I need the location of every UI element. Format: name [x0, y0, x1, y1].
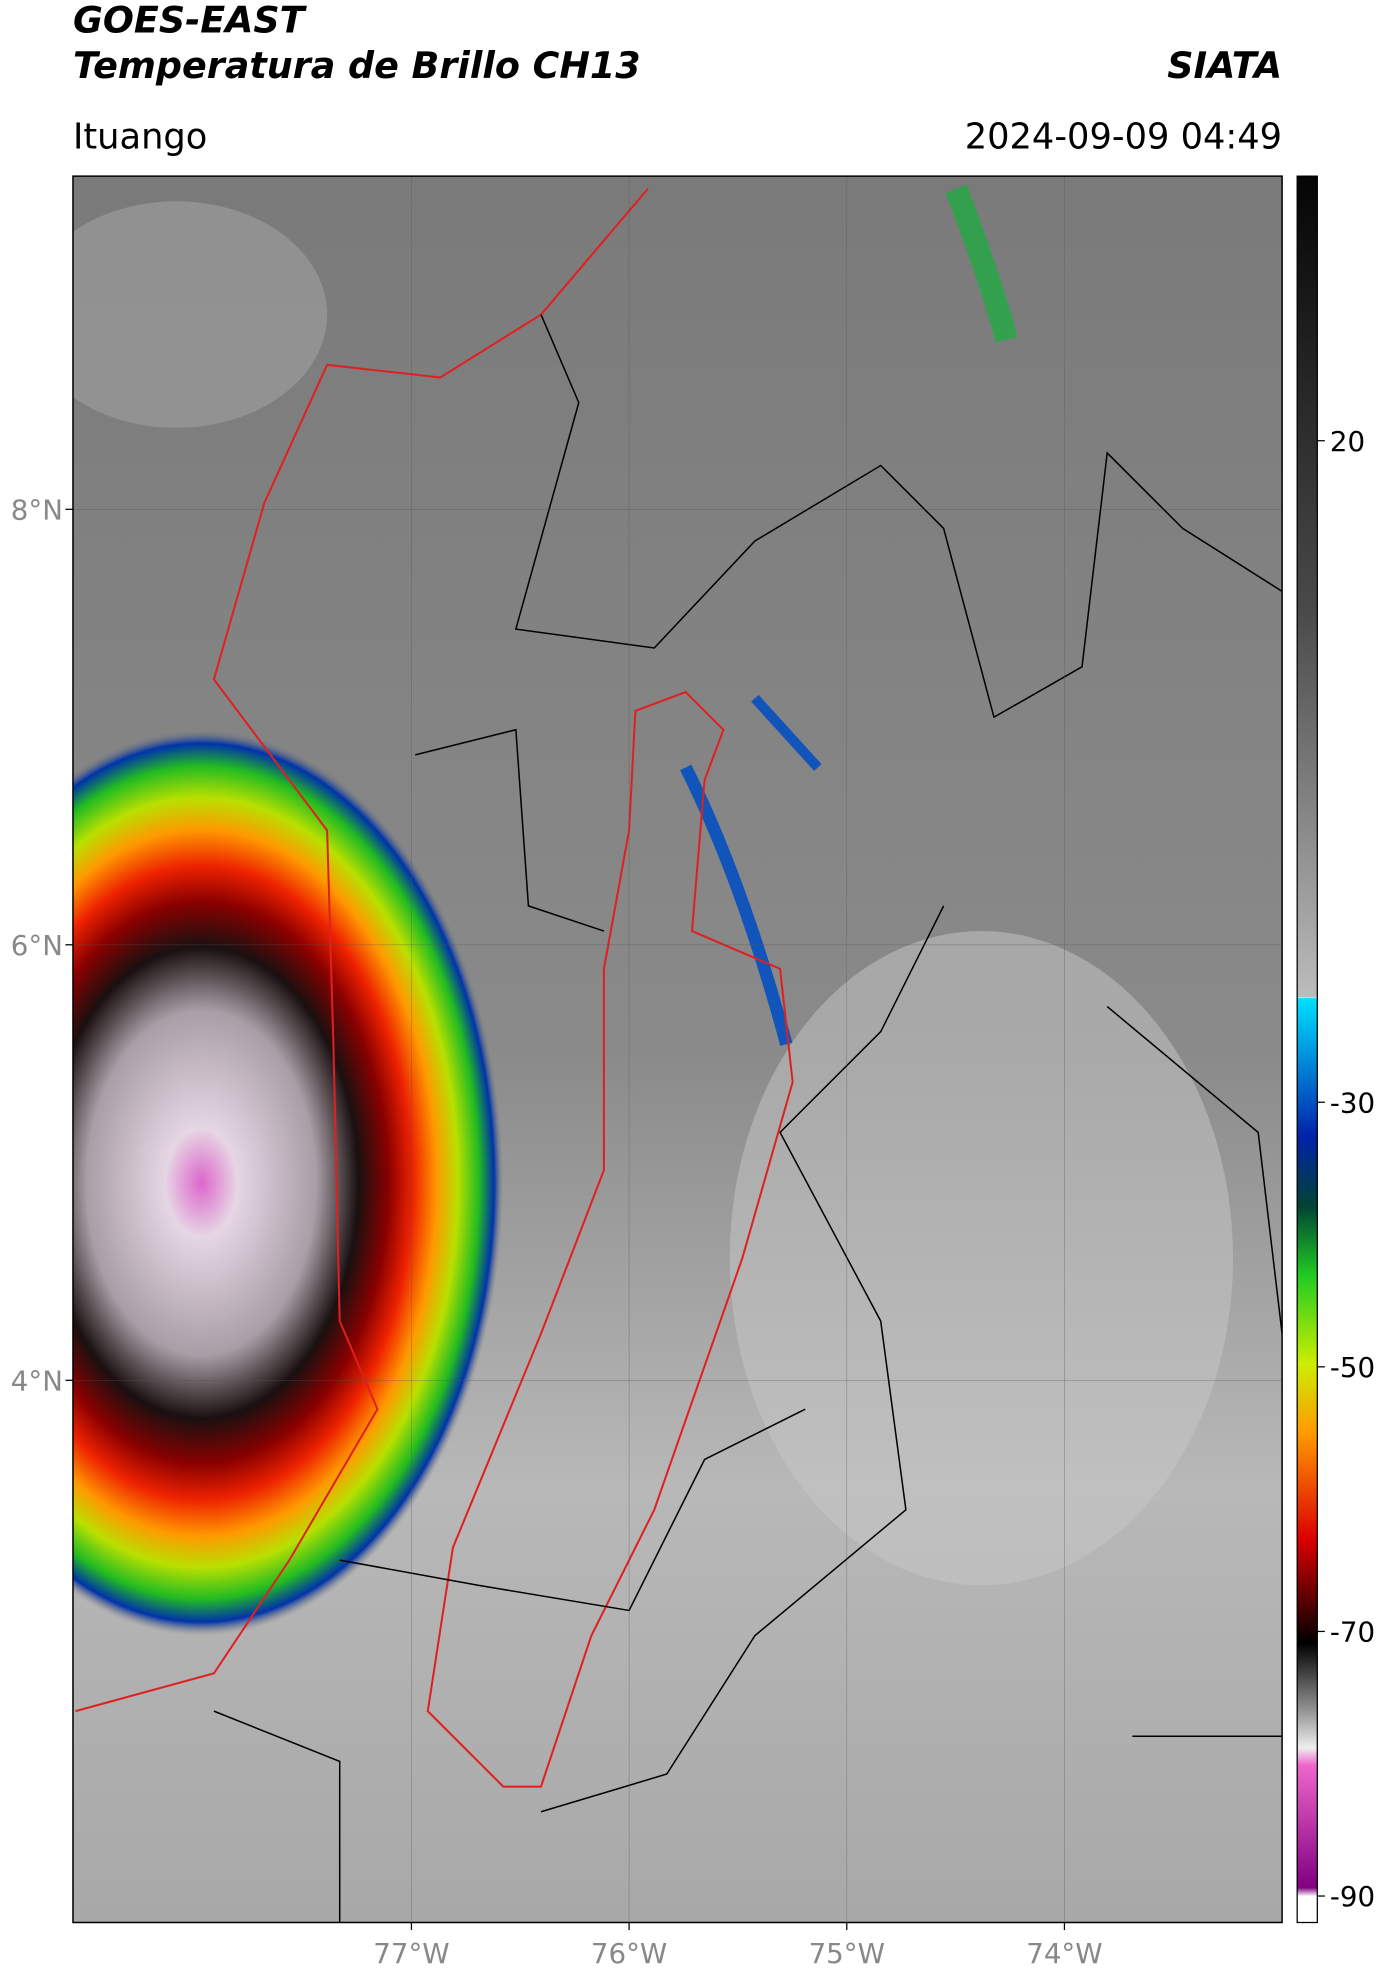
y-tick-label: 6°N — [11, 929, 63, 962]
graticule — [72, 176, 1283, 1923]
map-image — [72, 176, 1283, 1923]
y-tick-label: 8°N — [11, 493, 63, 526]
colorbar-tick-label: -70 — [1330, 1616, 1375, 1649]
colorbar-tick-label: -90 — [1330, 1880, 1375, 1913]
colorbar — [1296, 175, 1318, 1924]
x-tick-label: 74°W — [1026, 1937, 1102, 1970]
x-tick-label: 75°W — [809, 1937, 885, 1970]
subtitle: Temperatura de Brillo CH13 — [73, 44, 641, 87]
colorbar-tick-label: -50 — [1330, 1351, 1375, 1384]
x-tick-label: 76°W — [591, 1937, 667, 1970]
location: Ituango — [73, 116, 207, 157]
title: GOES-EAST — [73, 0, 308, 42]
map-frame — [72, 175, 1283, 1924]
x-tick-label: 77°W — [373, 1937, 449, 1970]
y-tick-label: 4°N — [11, 1364, 63, 1397]
datetime: 2024-09-09 04:49 — [965, 116, 1282, 157]
colorbar-tick-label: -30 — [1330, 1086, 1375, 1119]
colorbar-tick-label: 20 — [1330, 425, 1365, 458]
source: SIATA — [1167, 44, 1282, 87]
